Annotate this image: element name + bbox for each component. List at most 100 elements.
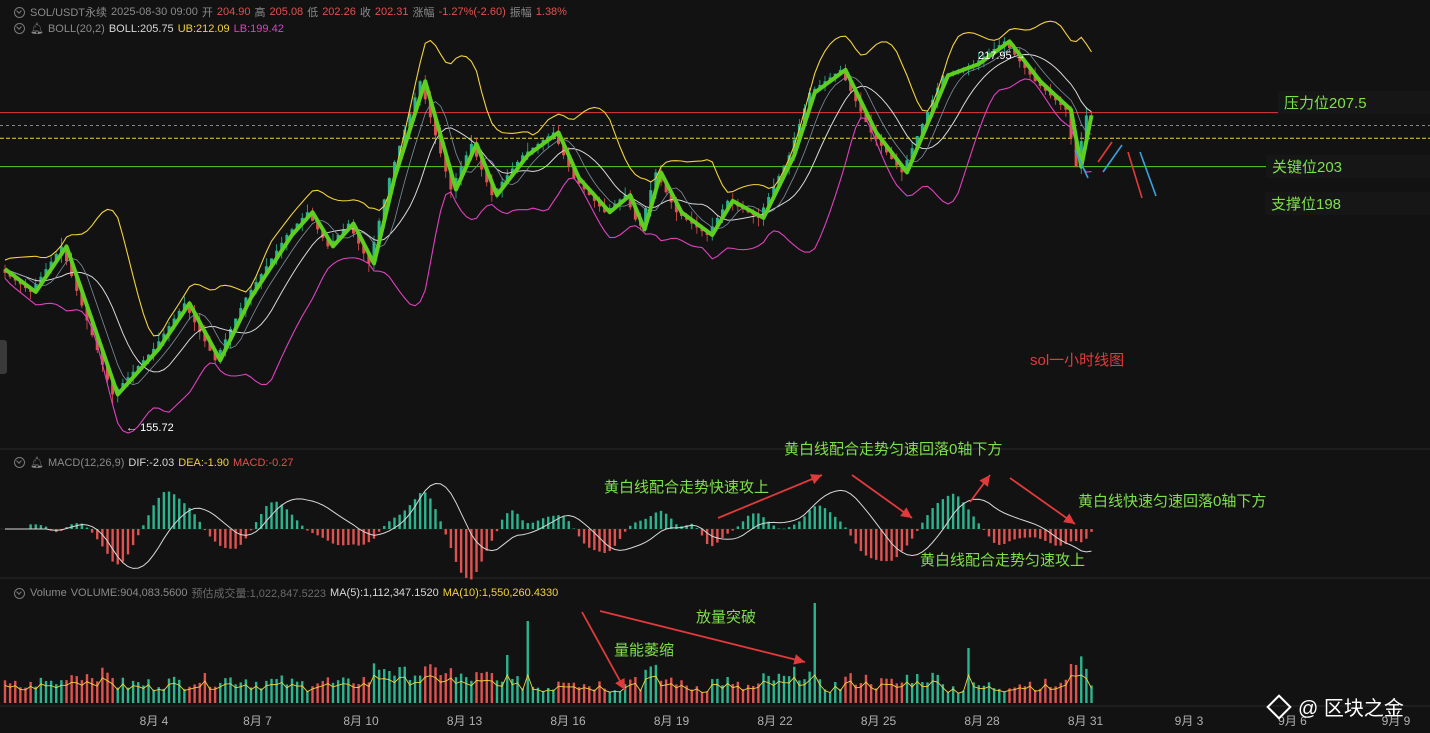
volume-bar (39, 677, 43, 703)
volume-bar (634, 676, 637, 703)
volume-bar (875, 688, 878, 703)
candle-body (75, 276, 79, 291)
volume-bar (608, 691, 611, 703)
volume-bar (147, 679, 150, 703)
annotation-arrow (851, 474, 913, 519)
volume-bar (480, 672, 483, 703)
volume-bar (55, 684, 58, 703)
volume-bar (485, 671, 488, 703)
macd-histogram-bar (459, 529, 463, 573)
candle-body (480, 156, 484, 170)
macd-histogram-bar (470, 529, 473, 580)
bell-icon[interactable]: 🔔︎ (30, 457, 44, 469)
candle-body (1018, 54, 1022, 62)
volume-bar (316, 683, 319, 703)
volume-bar (803, 679, 806, 703)
collapse-icon[interactable] (14, 587, 25, 599)
candle-body (854, 90, 858, 102)
candle-body (920, 123, 924, 137)
volume-bar (60, 680, 63, 703)
macd-histogram-bar (511, 510, 514, 529)
close-value: 202.31 (374, 6, 409, 18)
candle-body (808, 92, 812, 109)
candle-body (111, 379, 115, 395)
volume-value: VOLUME:904,083.5600 (70, 587, 188, 599)
x-axis-tick: 8月 13 (446, 714, 483, 728)
volume-bar (90, 678, 94, 703)
macd-histogram-bar (485, 529, 488, 551)
volume-bar (1008, 688, 1011, 703)
pane-dividers (0, 448, 1430, 707)
macd-histogram-bar (839, 521, 842, 529)
volume-bar (834, 681, 837, 703)
candle-body (787, 155, 791, 166)
macd-histogram-bar (367, 529, 371, 543)
candle-body (264, 266, 268, 275)
bell-icon[interactable]: 🔔︎ (30, 23, 44, 35)
boll-header: 🔔︎ BOLL(20,2) BOLL:205.75 UB:212.09 LB:1… (14, 22, 288, 35)
candle-body (792, 139, 796, 156)
macd-histogram-bar (203, 529, 207, 531)
candle-body (715, 217, 719, 227)
candle-body (1069, 109, 1073, 139)
candle-body (106, 364, 109, 380)
volume-bar (931, 672, 934, 703)
candle-body (459, 166, 463, 179)
x-axis-tick: 8月 4 (139, 714, 169, 728)
volume-bar (798, 680, 801, 703)
macd-histogram-bar (1064, 529, 1068, 545)
volume-bar (193, 684, 196, 703)
collapse-icon[interactable] (14, 6, 25, 18)
macd-histogram-bar (588, 529, 591, 548)
candle-body (864, 111, 868, 123)
volume-bar (1085, 668, 1088, 703)
projection-stroke (1102, 144, 1123, 173)
macd-histogram-bar (1069, 529, 1073, 542)
macd-histogram-bar (946, 495, 950, 529)
volume-bar (475, 672, 478, 703)
candle-body (65, 246, 68, 262)
candle-body (936, 87, 940, 100)
annotation-arrow (1009, 477, 1076, 525)
projection-stroke (1139, 151, 1157, 197)
open-value: 204.90 (216, 6, 251, 18)
macd-histogram-bar (475, 529, 478, 572)
macd-histogram-bar (690, 523, 693, 529)
macd-histogram-bar (121, 529, 125, 562)
candle-body (177, 310, 181, 319)
macd-histogram-bar (967, 509, 970, 529)
macd-histogram-bar (634, 522, 637, 529)
volume-bar (675, 684, 678, 703)
macd-histogram-bar (34, 524, 37, 529)
volume-bar (787, 676, 791, 703)
macd-histogram-bar (890, 529, 893, 561)
macd-histogram-bar (608, 529, 611, 552)
volume-bar (864, 674, 868, 703)
macd-histogram-bar (849, 529, 852, 536)
macd-histogram-bar (480, 529, 483, 562)
volume-bar (982, 685, 986, 703)
macd-histogram-bar (726, 529, 729, 534)
macd-histogram-bar (162, 492, 166, 529)
macd-histogram-bar (439, 521, 442, 529)
macd-histogram-bar (629, 525, 632, 529)
volume-bar (562, 682, 565, 703)
volume-bar (408, 679, 412, 703)
macd-histogram-bar (1018, 529, 1021, 539)
macd-histogram-bar (992, 529, 996, 543)
collapse-icon[interactable] (14, 23, 25, 34)
volume-bar (1013, 687, 1016, 703)
macd-annotation-4: 黄白线配合走势匀速攻上 (920, 552, 1086, 569)
macd-histogram-bar (506, 513, 509, 529)
volume-bar (24, 687, 27, 703)
macd-histogram-bar (352, 529, 355, 545)
candle-body (469, 143, 473, 156)
datetime-label: 2025-08-30 09:00 (111, 6, 198, 18)
volume-bar (188, 686, 191, 703)
candle-body (710, 226, 714, 235)
macd-histogram-bar (1044, 529, 1047, 541)
side-panel-toggle[interactable] (0, 340, 7, 374)
collapse-icon[interactable] (14, 457, 25, 468)
volume-ma10: MA(10):1,550,260.4330 (442, 587, 559, 599)
